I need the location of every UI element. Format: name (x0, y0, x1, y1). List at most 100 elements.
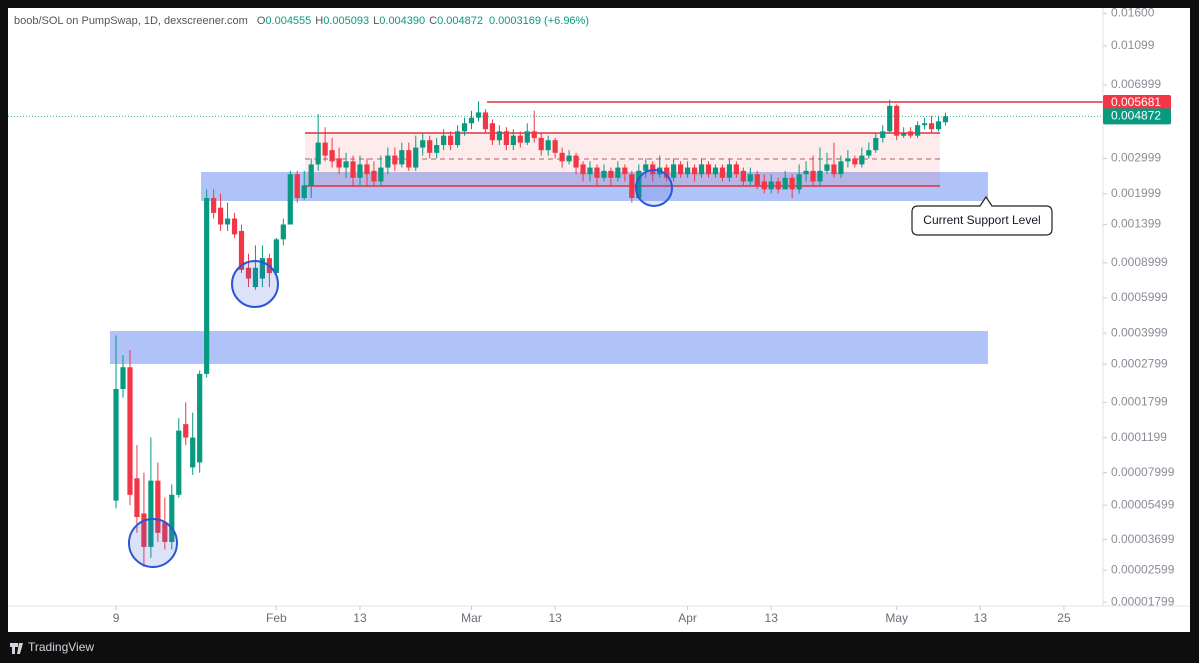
candle-body (489, 123, 496, 141)
footer-bar (8, 632, 1190, 663)
candle-body (517, 135, 523, 143)
symbol: boob/SOL on PumpSwap, 1D, dexscreener.co… (14, 15, 248, 27)
candle-body (824, 164, 830, 171)
y-tick-label: 0.0008999 (1111, 255, 1168, 269)
x-tick-label: Feb (266, 611, 287, 625)
candle-body (301, 185, 307, 199)
y-tick-label: 0.00001799 (1111, 594, 1175, 608)
candle-body (831, 164, 837, 175)
candle-body (880, 131, 886, 138)
candle-body (454, 131, 461, 146)
candle-body (211, 198, 217, 213)
price-label: 0.004872 (1111, 109, 1161, 123)
candle-body (322, 142, 328, 156)
candle-body (183, 424, 189, 438)
highlight-circle (231, 260, 279, 308)
candle-body (259, 258, 266, 279)
candle-body (887, 105, 893, 132)
y-tick-label: 0.00007999 (1111, 465, 1175, 479)
header: boob/SOL on PumpSwap, 1D, dexscreener.co… (14, 15, 589, 27)
candle-body (566, 155, 572, 162)
y-tick-label: 0.01600 (1111, 5, 1155, 19)
candle-body (838, 161, 844, 175)
candle-body (357, 164, 363, 178)
x-tick-label: Apr (678, 611, 697, 625)
candle-body (503, 131, 509, 146)
candle-body (448, 135, 454, 146)
change: 0.0003169 (+6.96%) (489, 15, 589, 27)
y-tick-label: 0.00002599 (1111, 562, 1175, 576)
candle-body (524, 131, 530, 143)
candle-body (197, 373, 203, 463)
candle-body (908, 131, 914, 136)
candle-body (545, 140, 551, 151)
ohlc-label: C (429, 15, 437, 27)
candle-body (308, 164, 314, 186)
ohlc-value: 0.005093 (323, 15, 369, 27)
candle-body (928, 123, 935, 130)
y-tick-label: 0.006999 (1111, 77, 1161, 91)
candle-body (496, 131, 502, 141)
candle-body (866, 150, 872, 156)
candle-body (538, 137, 544, 151)
candle-body (420, 140, 426, 148)
candle-body (768, 181, 774, 190)
candle-body (580, 164, 586, 175)
candle-body (859, 155, 865, 165)
candle-body (629, 174, 635, 199)
candle-body (845, 158, 851, 162)
y-tick-label: 0.0001799 (1111, 395, 1168, 409)
candle-body (817, 170, 823, 182)
ohlc-value: 0.004390 (379, 15, 425, 27)
candle-body (664, 167, 670, 178)
price-label-box (1103, 95, 1171, 112)
candle-body (315, 142, 321, 165)
candle-body (120, 367, 126, 390)
highlight-circle (635, 169, 673, 207)
candle-body (643, 164, 649, 171)
footer-text: TradingView (28, 640, 94, 654)
y-tick-label: 0.00005499 (1111, 497, 1175, 511)
candle-body (294, 174, 300, 199)
x-tick-label: 13 (974, 611, 988, 625)
candle-body (336, 158, 342, 168)
x-tick-label: 13 (765, 611, 779, 625)
y-tick-label: 0.001399 (1111, 217, 1161, 231)
candle-body (705, 164, 712, 175)
candle-body (113, 389, 119, 501)
candle-body (245, 267, 252, 279)
candle-body (350, 161, 356, 178)
candle-body (231, 218, 238, 235)
ohlc-value: 0.004872 (437, 15, 483, 27)
candle-body (531, 131, 537, 138)
candle-body (510, 135, 516, 146)
y-tick-label: 0.0003999 (1111, 325, 1168, 339)
candle-body (559, 152, 565, 162)
x-tick-label: May (885, 611, 908, 625)
candle-body (678, 164, 684, 175)
candle-body (252, 267, 259, 288)
candle-body (134, 478, 140, 518)
candle-body (238, 230, 245, 270)
highlight-circle (128, 518, 178, 568)
candle-body (141, 513, 147, 547)
candle-body (427, 140, 433, 153)
candle-body (942, 116, 949, 123)
candle-body (190, 437, 196, 468)
demand-zone (110, 331, 988, 364)
candle-body (217, 207, 224, 225)
candle-body (461, 123, 468, 132)
candle-body (176, 430, 182, 495)
candle-body (343, 161, 349, 168)
y-tick-label: 0.00003699 (1111, 532, 1175, 546)
candle-body (935, 121, 942, 130)
candle-body (636, 170, 642, 199)
candle-body (169, 494, 175, 542)
candle-body (364, 164, 370, 175)
candle-body (747, 174, 753, 182)
candle-body (691, 167, 698, 175)
candle-body (552, 140, 558, 153)
candle-body (622, 167, 628, 175)
candle-body (615, 167, 621, 178)
